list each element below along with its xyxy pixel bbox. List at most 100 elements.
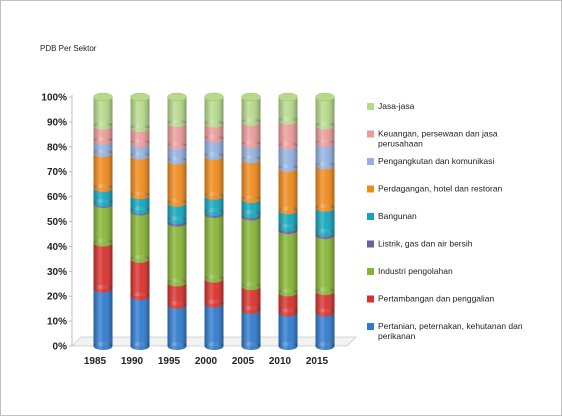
bar-1985-industri-pengolahan [93, 204, 113, 247]
y-tick-label: 20% [47, 292, 67, 303]
x-tick-label: 2010 [269, 356, 292, 367]
legend-swatch [367, 323, 374, 330]
bar-top-cap [204, 92, 224, 102]
legend-item-listrik-gas-dan-air-bersih: Listrik, gas dan air bersih [367, 239, 473, 249]
legend-item-perdagangan-hotel-dan-restoran: Perdagangan, hotel dan restoran [367, 184, 503, 194]
bar-2005-bangunan [241, 199, 261, 219]
bar-2015-jasa-jasa [315, 97, 335, 130]
bar-2005-pertambangan-dan-penggalian [241, 286, 261, 314]
legend-label: Listrik, gas dan air bersih [378, 239, 473, 249]
bar-1985-perdagangan-hotel-dan-restoran [93, 153, 113, 192]
legend: Jasa-jasa Keuangan, persewaan dan jasa per… [367, 101, 523, 341]
x-tick-label: 2000 [195, 356, 218, 367]
legend-item-pertambangan-dan-penggalian: Pertambangan dan penggalian [367, 294, 495, 304]
bar-2015-pertambangan-dan-penggalian [315, 291, 335, 317]
y-tick-label: 70% [47, 167, 67, 178]
legend-label: Keuangan, persewaan dan jasa perusahaan [378, 129, 498, 149]
bar-1990-bangunan [130, 195, 150, 215]
bar-1995-bangunan [167, 202, 187, 225]
bar-1995-keuangan-persewaan-dan-jasa-perusahaan [167, 123, 187, 150]
x-tick-label: 1985 [84, 356, 107, 367]
legend-swatch [367, 103, 374, 110]
y-tick-label: 10% [47, 317, 67, 328]
y-tick-label: 60% [47, 192, 67, 203]
bar-stack-2010 [278, 92, 298, 350]
bar-2015-perdagangan-hotel-dan-restoran [315, 165, 335, 212]
bar-1990-keuangan-persewaan-dan-jasa-perusahaan [130, 128, 150, 148]
bar-2005-pertanian-peternakan-kehutanan-dan-perikanan [241, 309, 261, 350]
bar-2010-pertanian-peternakan-kehutanan-dan-perikanan [278, 312, 298, 350]
bar-2005-perdagangan-hotel-dan-restoran [241, 159, 261, 204]
y-tick-label: 40% [47, 242, 67, 253]
bar-1990-perdagangan-hotel-dan-restoran [130, 155, 150, 200]
bar-1995-pengangkutan-dan-komunikasi [167, 145, 187, 165]
bar-2000-perdagangan-hotel-dan-restoran [204, 156, 224, 200]
bar-top-cap [315, 92, 335, 102]
bar-top-cap [167, 92, 187, 102]
legend-label: Industri pengolahan [378, 266, 453, 276]
bar-2010-industri-pengolahan [278, 230, 298, 297]
bar-1995-pertanian-peternakan-kehutanan-dan-perikanan [167, 304, 187, 350]
bar-2010-jasa-jasa [278, 97, 298, 125]
axes-layer: 0% 10% 20% 30% 40% 50% 60% 70% 80% 90% 100% 1985 199… [41, 93, 357, 367]
bar-1985-pertanian-peternakan-kehutanan-dan-perikanan [93, 288, 113, 350]
bar-2000-industri-pengolahan [204, 214, 224, 283]
y-tick-label: 30% [47, 267, 67, 278]
y-tick-label: 100% [41, 93, 67, 104]
bar-2010-pengangkutan-dan-komunikasi [278, 145, 298, 172]
legend-swatch [367, 213, 374, 220]
bar-1985-bangunan [93, 187, 113, 207]
bar-1995-jasa-jasa [167, 97, 187, 128]
x-tick-label: 1990 [121, 356, 144, 367]
legend-label: Pertanian, peternakan, kehutanan dan peri… [378, 321, 523, 341]
y-tick-label: 90% [47, 117, 67, 128]
legend-swatch [367, 295, 374, 303]
legend-item-jasa-jasa: Jasa-jasa [367, 101, 415, 111]
bar-1990-pertanian-peternakan-kehutanan-dan-perikanan [130, 296, 150, 350]
bar-2000-pengangkutan-dan-komunikasi [204, 138, 224, 161]
bar-2015-industri-pengolahan [315, 235, 335, 296]
legend-item-pertanian-peternakan-kehutanan-dan-perikanan: Pertanian, peternakan, kehutanan dan peri… [367, 321, 523, 341]
x-tick-label: 2005 [232, 356, 255, 367]
bar-1985-keuangan-persewaan-dan-jasa-perusahaan [93, 125, 113, 145]
bar-1995-pertambangan-dan-penggalian [167, 282, 187, 309]
bar-top-cap [241, 92, 261, 102]
bar-2010-pertambangan-dan-penggalian [278, 292, 298, 317]
bar-2005-industri-pengolahan [241, 216, 261, 291]
bar-2000-pertanian-peternakan-kehutanan-dan-perikanan [204, 303, 224, 350]
bar-1990-pertambangan-dan-penggalian [130, 258, 150, 301]
legend-label: Bangunan [378, 211, 417, 221]
legend-item-pengangkutan-dan-komunikasi: Pengangkutan dan komunikasi [367, 156, 494, 166]
bar-1985-jasa-jasa [93, 97, 113, 130]
bar-2000-jasa-jasa [204, 97, 224, 128]
bar-2015-keuangan-persewaan-dan-jasa-perusahaan [315, 125, 335, 148]
bar-top-cap [278, 92, 298, 102]
bar-2005-pengangkutan-dan-komunikasi [241, 144, 261, 164]
bar-stack-1990 [130, 92, 150, 350]
bar-stack-2000 [204, 92, 224, 350]
bar-2005-keuangan-persewaan-dan-jasa-perusahaan [241, 121, 261, 149]
legend-swatch [367, 268, 374, 275]
legend-label: Perdagangan, hotel dan restoran [378, 184, 503, 194]
x-tick-label: 2015 [306, 356, 329, 367]
legend-label: Pengangkutan dan komunikasi [378, 156, 494, 166]
y-tick-label: 0% [53, 342, 68, 353]
bar-2000-keuangan-persewaan-dan-jasa-perusahaan [204, 123, 224, 143]
legend-item-keuangan-persewaan-dan-jasa-perusahaan: Keuangan, persewaan dan jasa perusahaan [367, 129, 498, 149]
bar-2000-pertambangan-dan-penggalian [204, 278, 224, 308]
legend-swatch [367, 185, 374, 193]
bar-2005-jasa-jasa [241, 97, 261, 126]
bar-2000-bangunan [204, 195, 224, 217]
bar-top-cap [93, 92, 113, 102]
bar-2010-bangunan [278, 210, 298, 232]
y-tick-label: 80% [47, 142, 67, 153]
legend-swatch [367, 158, 374, 165]
bar-2015-bangunan [315, 207, 335, 237]
legend-label: Jasa-jasa [378, 101, 415, 111]
bar-1990-industri-pengolahan [130, 211, 150, 263]
legend-item-bangunan: Bangunan [367, 211, 417, 221]
bar-stack-2005 [241, 92, 261, 350]
bar-2010-keuangan-persewaan-dan-jasa-perusahaan [278, 120, 298, 150]
legend-item-industri-pengolahan: Industri pengolahan [367, 266, 453, 276]
legend-label: Pertambangan dan penggalian [378, 294, 495, 304]
